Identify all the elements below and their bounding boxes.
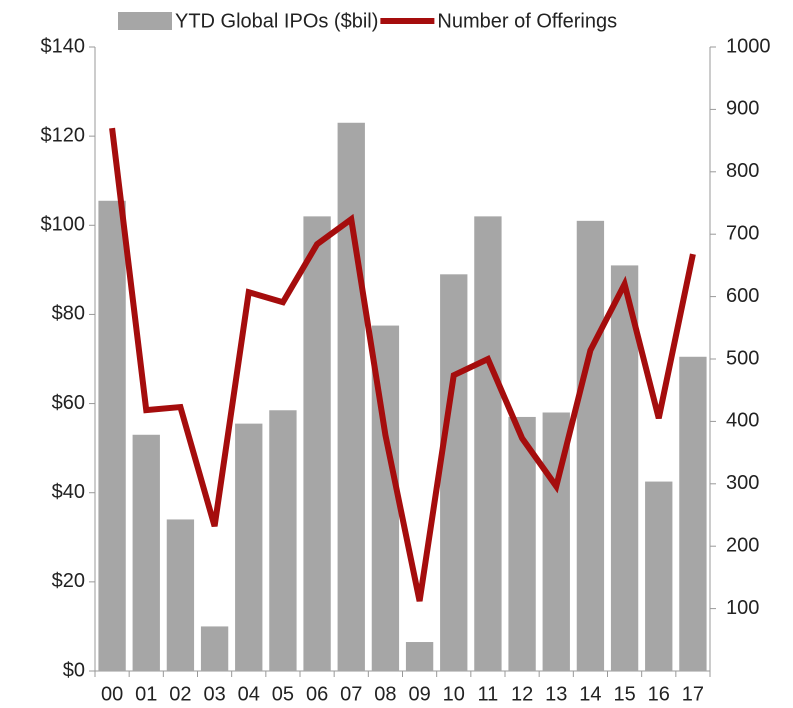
x-tick-label: 09 [408, 683, 430, 705]
y-tick-label: $60 [52, 392, 85, 414]
y2-tick-label: 200 [726, 534, 759, 556]
line [109, 127, 696, 602]
y-tick-label: $0 [63, 659, 85, 681]
y-tick-label: $120 [41, 124, 86, 146]
bar [508, 416, 536, 671]
x-tick-label: 02 [169, 683, 191, 705]
x-tick-label: 13 [545, 683, 567, 705]
bar [679, 356, 707, 671]
x-tick-label: 04 [238, 683, 260, 705]
y-tick-label: $40 [52, 481, 85, 503]
bar [303, 216, 331, 671]
bar [235, 423, 263, 671]
bar [610, 265, 639, 671]
bar [269, 410, 297, 671]
y2-tick-label: 400 [726, 410, 759, 432]
y2-tick-label: 900 [726, 98, 759, 120]
legend-swatch [118, 12, 172, 30]
x-tick-label: 17 [682, 683, 704, 705]
x-tick-label: 07 [340, 683, 362, 705]
x-tick-label: 12 [511, 683, 533, 705]
bar [645, 481, 673, 671]
bar [440, 274, 468, 671]
bar [98, 200, 126, 671]
legend-label: YTD Global IPOs ($bil) [175, 10, 378, 32]
x-tick-label: 10 [443, 683, 465, 705]
bar [337, 122, 365, 672]
x-tick-label: 08 [374, 683, 396, 705]
y2-tick-label: 800 [726, 160, 759, 182]
bar [576, 220, 605, 672]
y2-tick-label: 100 [726, 597, 759, 619]
x-tick-label: 01 [135, 683, 157, 705]
x-tick-label: 15 [613, 683, 635, 705]
y2-tick-label: 1000 [726, 35, 771, 57]
y-tick-label: $80 [52, 303, 85, 325]
bar [166, 519, 195, 671]
x-tick-label: 11 [478, 683, 499, 705]
y-tick-label: $140 [41, 35, 86, 57]
legend-label: Number of Offerings [437, 10, 617, 32]
x-tick-label: 03 [203, 683, 225, 705]
y2-tick-label: 600 [726, 285, 759, 307]
x-tick-label: 05 [272, 683, 294, 705]
bar [405, 642, 434, 671]
y2-tick-label: 700 [726, 222, 759, 244]
y2-tick-label: 300 [726, 472, 759, 494]
y-tick-label: $100 [41, 214, 86, 236]
x-tick-label: 00 [101, 683, 123, 705]
bar [200, 626, 229, 671]
y2-tick-label: 500 [726, 347, 759, 369]
x-tick-label: 16 [648, 683, 670, 705]
x-tick-label: 14 [579, 683, 601, 705]
x-tick-label: 06 [306, 683, 328, 705]
bar [132, 434, 160, 671]
y-tick-label: $20 [52, 570, 85, 592]
bar [474, 216, 502, 671]
